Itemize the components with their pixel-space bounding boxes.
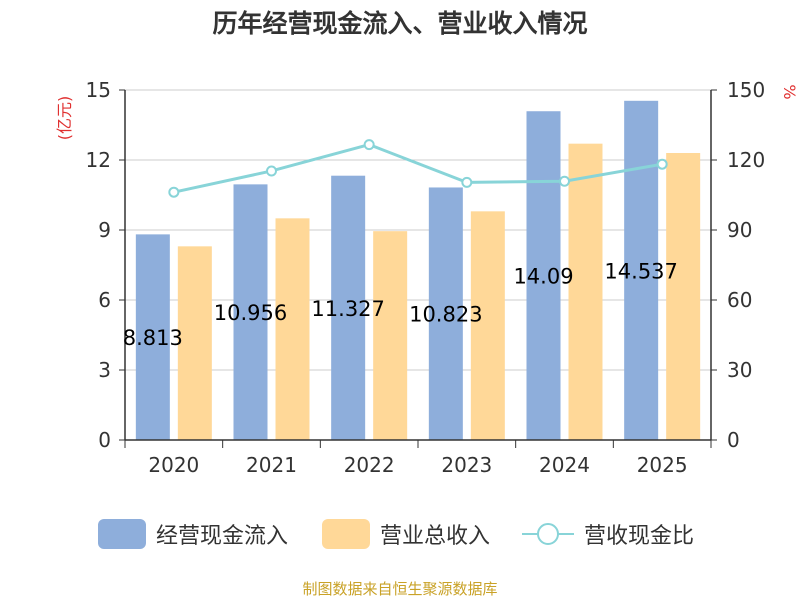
- legend-item-ratio[interactable]: 营收现金比: [522, 516, 694, 552]
- bar-inflow: [135, 234, 170, 440]
- bar-inflow: [233, 184, 268, 440]
- legend-item-inflow[interactable]: 经营现金流入: [98, 516, 288, 552]
- legend-label-ratio: 营收现金比: [584, 524, 695, 549]
- legend-label-revenue: 营业总收入: [380, 524, 491, 549]
- left-axis-tick-label: 15: [86, 78, 111, 102]
- bar-inflow: [331, 175, 366, 440]
- bar-revenue: [666, 153, 701, 440]
- data-labels: 8.813 10.956 11.327 10.823 14.09 14.537: [123, 259, 678, 350]
- legend-swatch-inflow: [98, 519, 146, 549]
- x-axis-tick-label: 2020: [148, 453, 199, 477]
- x-axis-tick-label: 2025: [637, 453, 688, 477]
- left-axis-tick-label: 12: [86, 148, 111, 172]
- bar-inflow: [428, 187, 463, 440]
- data-label-inflow: 14.09: [513, 265, 573, 289]
- legend-item-revenue[interactable]: 营业总收入: [322, 516, 490, 552]
- grid-lines: [125, 89, 711, 371]
- bar-revenue: [373, 231, 408, 440]
- data-label-inflow: 14.537: [604, 259, 677, 283]
- left-axis-tick-label: 3: [98, 358, 111, 382]
- data-label-inflow: 11.327: [311, 297, 384, 321]
- data-label-inflow: 10.956: [214, 301, 287, 325]
- data-label-inflow: 10.823: [409, 303, 482, 327]
- data-label-inflow: 8.813: [123, 326, 183, 350]
- legend-label-inflow: 经营现金流入: [156, 524, 289, 549]
- right-axis-tick-label: 30: [727, 358, 752, 382]
- right-axis-tick-label: 150: [727, 78, 765, 102]
- bar-inflow: [526, 111, 561, 440]
- left-axis-tick-label: 0: [98, 428, 111, 452]
- x-axis-tick-label: 2024: [539, 453, 590, 477]
- ratio-line: [168, 139, 668, 198]
- left-axis-tick-label: 9: [98, 218, 111, 242]
- legend-swatch-revenue: [322, 519, 370, 549]
- bars: [135, 100, 701, 440]
- x-axis-tick-label: 2023: [441, 453, 492, 477]
- ratio-point: [461, 176, 473, 188]
- bar-inflow: [624, 100, 659, 440]
- bar-revenue: [177, 246, 212, 440]
- right-axis-tick-label: 120: [727, 148, 765, 172]
- left-axis-unit: (亿元): [55, 96, 74, 141]
- bar-revenue: [568, 143, 603, 440]
- ratio-point: [656, 158, 668, 170]
- x-axis-tick-label: 2022: [344, 453, 395, 477]
- bar-revenue: [275, 218, 310, 440]
- legend-swatch-ratio: [522, 519, 574, 549]
- right-axis-unit: %: [780, 84, 799, 99]
- x-axis-tick-label: 2021: [246, 453, 297, 477]
- source-note: 制图数据来自恒生聚源数据库: [302, 580, 498, 598]
- ratio-point: [363, 139, 375, 151]
- ratio-point: [559, 175, 570, 187]
- ratio-point: [266, 165, 277, 177]
- bar-revenue: [470, 211, 505, 440]
- chart-title: 历年经营现金流入、营业收入情况: [212, 9, 588, 38]
- ratio-line-path: [173, 143, 663, 194]
- ratio-point: [168, 186, 180, 198]
- right-axis-tick-label: 90: [727, 218, 752, 242]
- right-axis-tick-label: 60: [727, 288, 752, 312]
- right-axis-tick-label: 0: [727, 428, 740, 452]
- left-axis-tick-label: 6: [98, 288, 111, 312]
